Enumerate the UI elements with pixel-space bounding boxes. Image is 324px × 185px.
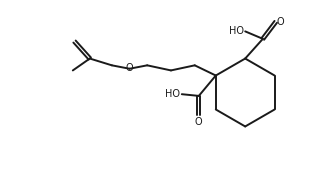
Text: HO: HO [166,89,180,99]
Text: O: O [195,117,202,127]
Text: O: O [277,17,284,27]
Text: O: O [125,63,133,73]
Text: HO: HO [229,26,244,36]
